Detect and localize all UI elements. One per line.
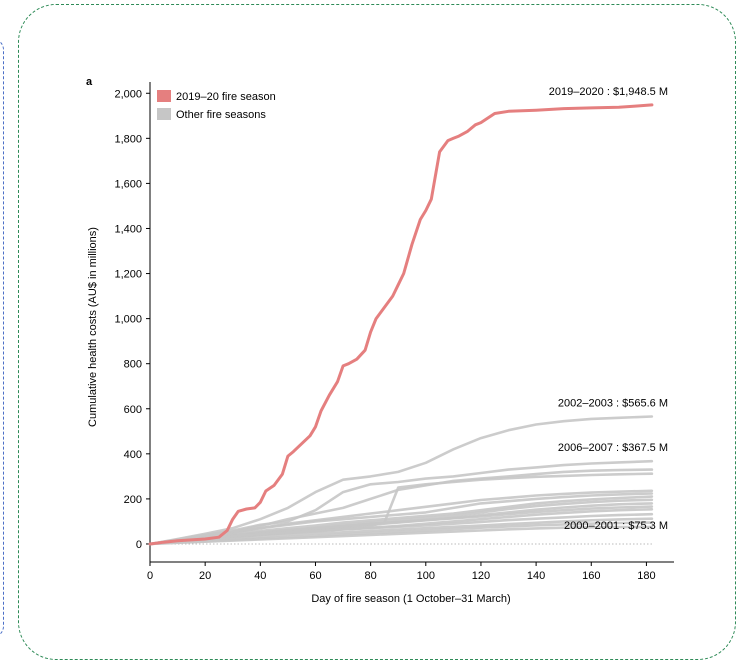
end-value-label: 2019–2020 : $1,948.5 M	[549, 86, 668, 98]
highlight-season-series	[148, 103, 654, 546]
other-season-line	[148, 492, 654, 546]
y-tick-label: 2,000	[114, 88, 142, 100]
legend-swatch-other	[157, 108, 171, 120]
other-season-line	[148, 525, 654, 546]
y-tick-label: 1,200	[114, 269, 142, 281]
y-axis-title: Cumulative health costs (AU$ in millions…	[87, 227, 99, 427]
panel-letter: a	[86, 76, 93, 88]
y-tick-label: 200	[124, 494, 142, 506]
x-tick-label: 80	[365, 570, 377, 582]
chart-frame	[18, 4, 736, 660]
x-axis-title: Day of fire season (1 October–31 March)	[311, 593, 510, 605]
x-tick-label: 140	[527, 570, 545, 582]
y-tick-label: 400	[124, 449, 142, 461]
y-tick-label: 600	[124, 404, 142, 416]
x-tick-label: 100	[417, 570, 435, 582]
legend: 2019–20 fire season Other fire seasons	[157, 90, 276, 121]
x-tick-label: 40	[254, 570, 266, 582]
legend-swatch-highlight	[157, 90, 171, 102]
y-tick-label: 1,800	[114, 133, 142, 145]
other-seasons-lines	[148, 415, 654, 546]
y-tick-label: 1,000	[114, 314, 142, 326]
y-tick-label: 1,400	[114, 223, 142, 235]
legend-label-highlight: 2019–20 fire season	[176, 91, 276, 103]
x-axis: 0 20 40 60 80 100 120 140 160 180	[147, 561, 674, 582]
x-tick-label: 0	[147, 570, 153, 582]
end-value-label: 2006–2007 : $367.5 M	[558, 442, 668, 454]
end-value-annotations: 2019–2020 : $1,948.5 M 2002–2003 : $565.6…	[549, 86, 668, 532]
other-season-line	[148, 415, 654, 546]
x-tick-label: 120	[472, 570, 490, 582]
y-tick-label: 800	[124, 359, 142, 371]
y-axis: 0 200 400 600 800 1,000 1,200 1,400 1,600 1,800 2,…	[114, 82, 151, 562]
highlight-season-line	[148, 103, 654, 546]
other-season-line	[148, 512, 654, 546]
x-tick-label: 180	[637, 570, 655, 582]
y-tick-label: 1,600	[114, 178, 142, 190]
x-tick-label: 160	[582, 570, 600, 582]
x-tick-label: 60	[309, 570, 321, 582]
y-tick-label: 0	[136, 539, 142, 551]
legend-label-other: Other fire seasons	[176, 109, 266, 121]
end-value-label: 2000–2001 : $75.3 M	[564, 520, 668, 532]
x-tick-label: 20	[199, 570, 211, 582]
end-value-label: 2002–2003 : $565.6 M	[558, 398, 668, 410]
